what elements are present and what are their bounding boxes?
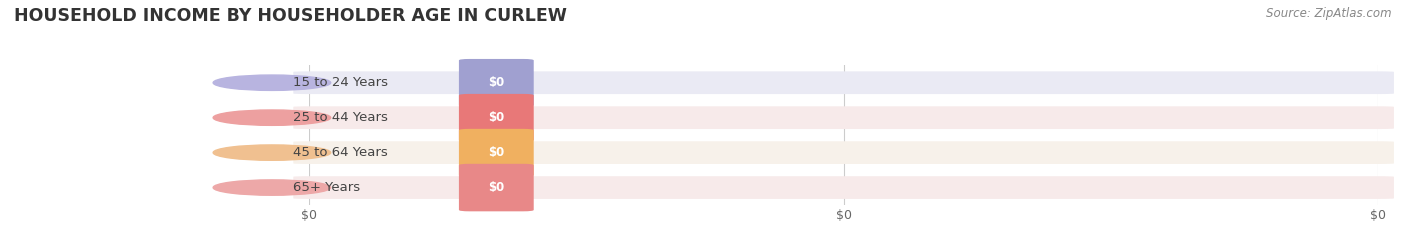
Text: 45 to 64 Years: 45 to 64 Years bbox=[294, 146, 388, 159]
FancyBboxPatch shape bbox=[458, 129, 534, 176]
Text: $0: $0 bbox=[488, 111, 505, 124]
Text: HOUSEHOLD INCOME BY HOUSEHOLDER AGE IN CURLEW: HOUSEHOLD INCOME BY HOUSEHOLDER AGE IN C… bbox=[14, 7, 567, 25]
Circle shape bbox=[214, 180, 330, 195]
FancyBboxPatch shape bbox=[294, 106, 1393, 129]
Text: Source: ZipAtlas.com: Source: ZipAtlas.com bbox=[1267, 7, 1392, 20]
Text: $0: $0 bbox=[488, 76, 505, 89]
Circle shape bbox=[214, 145, 330, 160]
Text: 25 to 44 Years: 25 to 44 Years bbox=[294, 111, 388, 124]
Text: 65+ Years: 65+ Years bbox=[294, 181, 360, 194]
Text: $0: $0 bbox=[488, 181, 505, 194]
Text: 15 to 24 Years: 15 to 24 Years bbox=[294, 76, 388, 89]
FancyBboxPatch shape bbox=[294, 141, 1393, 164]
FancyBboxPatch shape bbox=[458, 94, 534, 141]
FancyBboxPatch shape bbox=[294, 176, 1393, 199]
Circle shape bbox=[214, 75, 330, 90]
FancyBboxPatch shape bbox=[458, 164, 534, 211]
Circle shape bbox=[214, 110, 330, 125]
FancyBboxPatch shape bbox=[458, 59, 534, 106]
Text: $0: $0 bbox=[488, 146, 505, 159]
FancyBboxPatch shape bbox=[294, 71, 1393, 94]
